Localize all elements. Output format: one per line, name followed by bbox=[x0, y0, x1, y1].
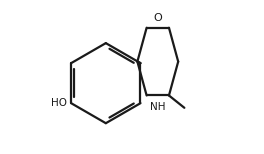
Text: HO: HO bbox=[51, 98, 67, 108]
Text: NH: NH bbox=[150, 102, 166, 112]
Text: O: O bbox=[153, 14, 162, 23]
